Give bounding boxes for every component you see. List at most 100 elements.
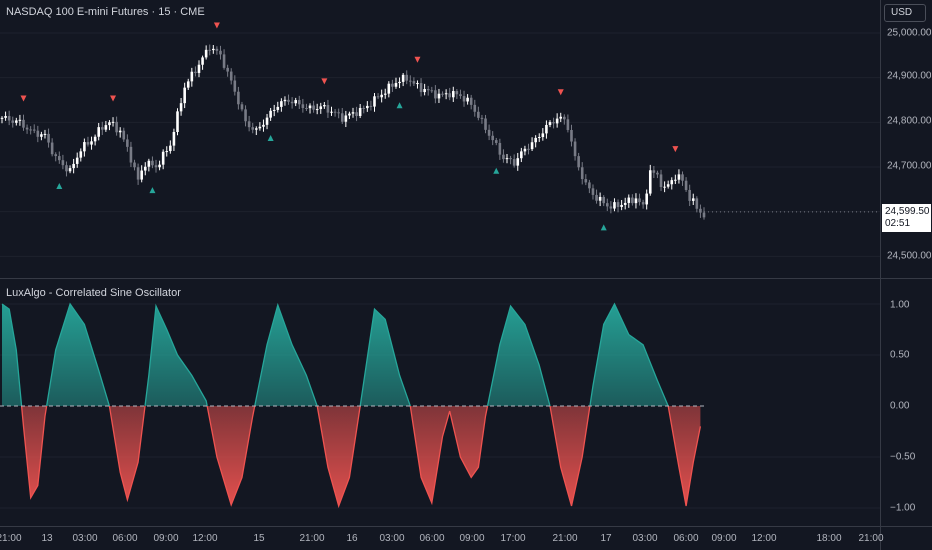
time-label: 06:00 [112, 533, 138, 544]
candle-body [186, 81, 190, 88]
candle-body [290, 101, 294, 104]
candle-body [602, 196, 606, 204]
candle-body [308, 105, 312, 109]
candle-body [315, 109, 319, 111]
time-label: 03:00 [632, 533, 658, 544]
candle-body [165, 151, 169, 153]
candle-body [126, 139, 129, 147]
candle-body [58, 156, 61, 161]
candle-body [616, 202, 620, 207]
candle-body [265, 117, 269, 125]
candle-body [43, 133, 47, 135]
candle-body [473, 104, 477, 112]
candle-body [280, 101, 283, 107]
candle-body [530, 142, 534, 150]
candle-body [695, 198, 699, 209]
pane-divider[interactable] [0, 278, 932, 279]
candle-body [183, 87, 186, 104]
candle-body [444, 93, 448, 95]
time-label: 16 [346, 533, 358, 544]
candle-body [294, 100, 297, 104]
candle-body [641, 202, 645, 205]
candle-body [437, 93, 441, 99]
candle-body [502, 154, 505, 160]
currency-button[interactable]: USD [884, 4, 926, 22]
price-axis[interactable]: 25,000.00 24,900.00 24,800.00 24,700.00 … [881, 0, 932, 278]
last-price: 24,599.50 [885, 206, 930, 217]
candle-body [172, 132, 176, 146]
candle-body [254, 128, 258, 130]
candle-body [681, 174, 684, 181]
candle-body [272, 109, 276, 111]
indicator-title: LuxAlgo - Correlated Sine Oscillator [6, 287, 181, 299]
candle-body [469, 97, 473, 105]
candle-body [656, 172, 659, 175]
candle-body [484, 118, 487, 130]
bearish-signal-icon [213, 22, 220, 29]
price-axis-border [880, 0, 881, 550]
candle-body [269, 110, 272, 118]
candle-body [47, 133, 50, 143]
candle-body [401, 74, 405, 82]
candle-body [430, 90, 434, 92]
bullish-signal-icon [149, 187, 156, 194]
candle-body [323, 105, 326, 107]
candle-body [580, 167, 584, 180]
bearish-signal-icon [321, 78, 328, 85]
candle-body [555, 118, 559, 124]
candle-body [691, 198, 695, 201]
candle-body [459, 94, 462, 97]
candle-body [584, 179, 588, 183]
level-label: 0.50 [890, 349, 910, 361]
candle-body [240, 104, 244, 110]
candle-body [623, 202, 627, 205]
candle-body [11, 120, 15, 123]
bearish-signal-icon [557, 89, 564, 96]
candle-body [79, 151, 83, 158]
bullish-signal-icon [56, 182, 63, 189]
candle-body [229, 71, 233, 81]
candle-body [548, 122, 552, 125]
time-label: 21:00 [552, 533, 578, 544]
candle-body [670, 180, 674, 185]
candle-body [222, 54, 226, 68]
candle-body [297, 100, 301, 105]
bearish-signal-icon [110, 95, 117, 102]
candle-body [348, 113, 351, 116]
oscillator-pane[interactable]: LuxAlgo - Correlated Sine Oscillator [0, 279, 880, 526]
candle-body [111, 121, 115, 123]
candle-body [68, 168, 72, 172]
oscillator-axis[interactable]: 1.00 0.50 0.00 −0.50 −1.00 [881, 279, 932, 526]
candle-body [340, 113, 344, 122]
candle-body [18, 119, 22, 121]
candle-body [100, 127, 104, 130]
candle-body [620, 204, 623, 207]
price-chart-pane[interactable]: NASDAQ 100 E-mini Futures · 15 · CME [0, 0, 880, 278]
candle-body [140, 170, 143, 180]
candle-body [627, 197, 631, 203]
candle-body [674, 179, 677, 181]
candle-body [648, 170, 652, 194]
candle-body [366, 105, 369, 109]
price-label: 24,900.00 [887, 70, 932, 82]
candle-body [147, 160, 151, 167]
candle-body [115, 121, 118, 133]
level-label: 0.00 [890, 400, 910, 412]
price-chart[interactable] [0, 0, 880, 278]
candle-body [283, 99, 287, 102]
candle-body [373, 96, 376, 107]
oscillator-chart[interactable] [0, 279, 880, 526]
candle-body [333, 111, 337, 113]
candle-body [634, 198, 638, 204]
candle-body [699, 208, 702, 213]
candle-body [233, 80, 237, 92]
candle-body [305, 107, 308, 109]
bullish-signal-icon [396, 102, 403, 109]
candle-body [237, 91, 240, 105]
candle-body [90, 141, 93, 145]
candle-body [247, 121, 251, 128]
candle-body [358, 107, 362, 117]
candle-body [219, 50, 222, 55]
candle-body [448, 93, 452, 98]
candle-body [688, 189, 691, 201]
